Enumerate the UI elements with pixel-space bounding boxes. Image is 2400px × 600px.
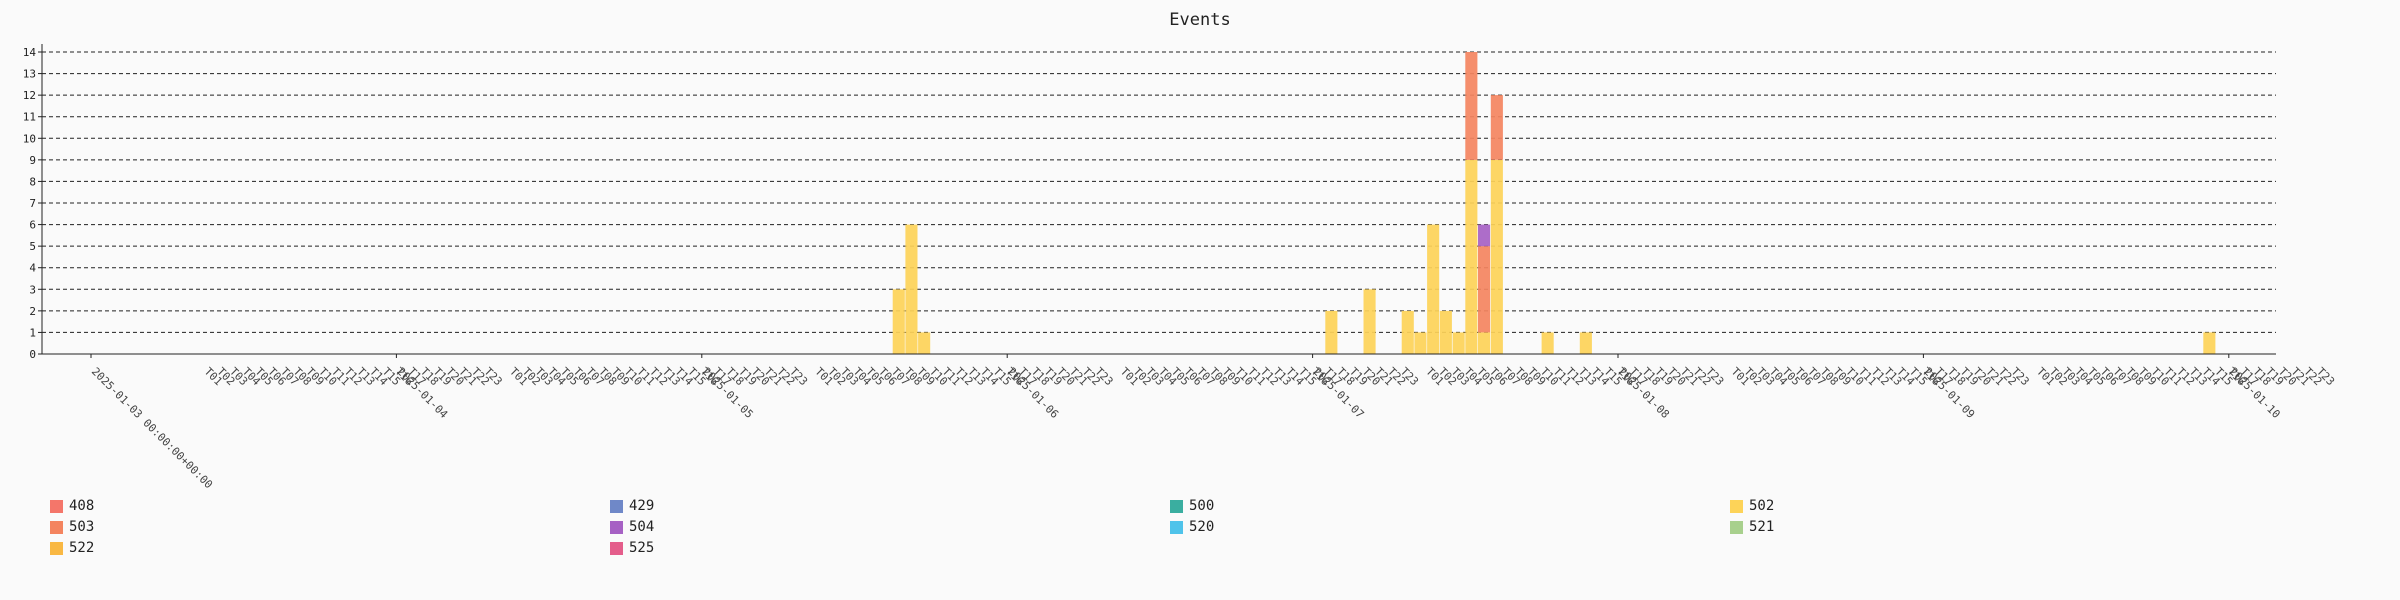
y-tick-label: 14 xyxy=(23,46,37,59)
legend-swatch xyxy=(610,541,623,555)
x-axis-ticks: 2025-01-03 00:00:00+00:00T01T02T03T04T05… xyxy=(89,354,2337,491)
legend-item[interactable]: 503 xyxy=(50,519,610,535)
legend-label: 503 xyxy=(69,519,95,535)
legend: 408 429 500 502 503 504 520 521 522 525 xyxy=(50,498,2350,556)
legend-swatch xyxy=(1730,499,1743,513)
y-tick-label: 1 xyxy=(29,326,36,339)
legend-label: 522 xyxy=(69,540,95,556)
bar-504 xyxy=(1478,224,1491,247)
y-tick-label: 7 xyxy=(29,197,36,210)
bar-502 xyxy=(918,332,931,354)
legend-swatch xyxy=(1170,520,1183,534)
y-tick-label: 2 xyxy=(29,305,36,318)
chart-title: Events xyxy=(1169,10,1230,30)
y-tick-label: 11 xyxy=(23,111,36,124)
legend-label: 525 xyxy=(629,540,655,556)
bar-502 xyxy=(892,289,905,354)
bar-502 xyxy=(1401,310,1414,354)
legend-label: 500 xyxy=(1189,498,1215,514)
y-tick-label: 5 xyxy=(29,240,36,253)
legend-swatch xyxy=(1170,499,1183,513)
bar-502 xyxy=(905,224,918,354)
bar-503 xyxy=(1490,95,1503,160)
legend-swatch xyxy=(50,499,63,513)
x-date-tick-label: 2025-01-03 00:00:00+00:00 xyxy=(89,365,215,491)
y-tick-label: 10 xyxy=(23,132,36,145)
bar-502 xyxy=(1490,159,1503,354)
bar-502 xyxy=(1579,332,1592,354)
y-tick-label: 6 xyxy=(29,219,36,232)
legend-item[interactable]: 525 xyxy=(610,540,1170,556)
grid-lines xyxy=(42,51,2276,333)
bar-502 xyxy=(1414,332,1427,354)
y-tick-label: 0 xyxy=(29,348,36,361)
y-tick-label: 12 xyxy=(23,89,36,102)
legend-label: 521 xyxy=(1749,519,1775,535)
legend-label: 429 xyxy=(629,498,655,514)
bar-502 xyxy=(1439,310,1452,354)
y-tick-label: 4 xyxy=(29,262,36,275)
legend-label: 504 xyxy=(629,519,655,535)
bar-503 xyxy=(1465,52,1478,160)
bar-502 xyxy=(1478,332,1491,354)
bar-502 xyxy=(2203,332,2216,354)
bar-502 xyxy=(1427,224,1440,354)
y-tick-label: 13 xyxy=(23,68,36,81)
legend-label: 408 xyxy=(69,498,95,514)
bar-502 xyxy=(1452,332,1465,354)
y-tick-label: 3 xyxy=(29,283,36,296)
bar-502 xyxy=(1325,310,1338,354)
legend-label: 502 xyxy=(1749,498,1775,514)
bar-502 xyxy=(1465,159,1478,354)
legend-swatch xyxy=(610,520,623,534)
legend-swatch xyxy=(50,520,63,534)
legend-swatch xyxy=(610,499,623,513)
bar-503 xyxy=(1478,246,1491,333)
legend-item[interactable]: 504 xyxy=(610,519,1170,535)
legend-item[interactable]: 520 xyxy=(1170,519,1730,535)
legend-label: 520 xyxy=(1189,519,1215,535)
legend-swatch xyxy=(50,541,63,555)
bar-502 xyxy=(1363,289,1376,354)
legend-swatch xyxy=(1730,520,1743,534)
legend-item[interactable]: 429 xyxy=(610,498,1170,514)
legend-item[interactable]: 500 xyxy=(1170,498,1730,514)
y-tick-label: 9 xyxy=(29,154,36,167)
y-tick-label: 8 xyxy=(29,175,36,188)
legend-item[interactable]: 502 xyxy=(1730,498,2290,514)
legend-item[interactable]: 408 xyxy=(50,498,610,514)
bar-502 xyxy=(1541,332,1554,354)
bars xyxy=(892,52,2216,354)
legend-item[interactable]: 522 xyxy=(50,540,610,556)
legend-item[interactable]: 521 xyxy=(1730,519,2290,535)
